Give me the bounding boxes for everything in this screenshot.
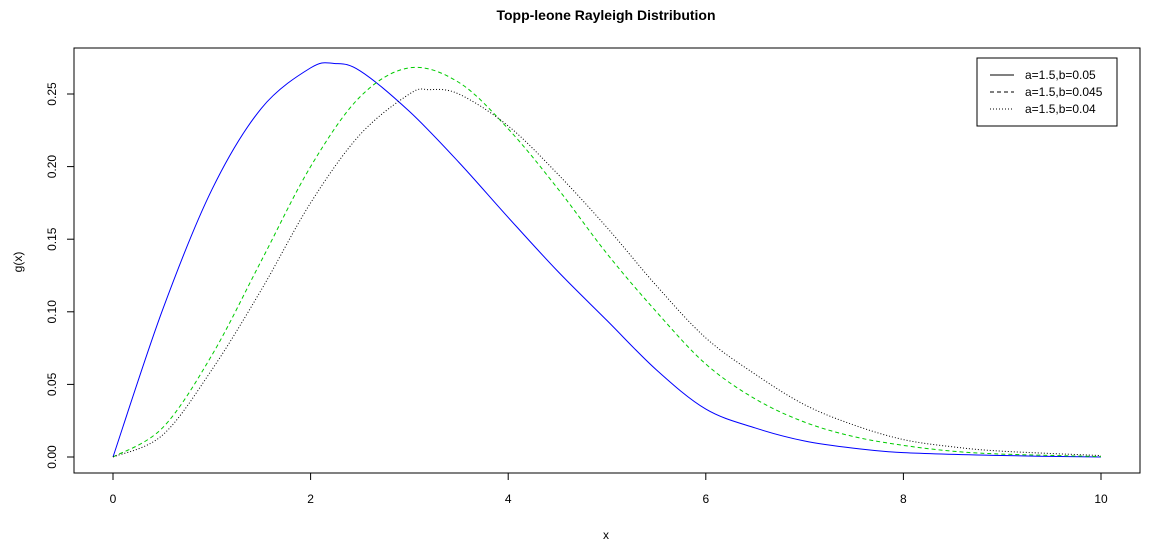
series-line-1 [112, 62, 1102, 458]
x-axis-label: x [603, 528, 609, 542]
chart-title: Topp-leone Rayleigh Distribution [496, 7, 715, 23]
y-tick-label: 0.05 [45, 372, 59, 396]
x-tick-label: 0 [110, 492, 117, 506]
y-axis-label: g(x) [11, 252, 25, 273]
legend-label-1: a=1.5,b=0.05 [1025, 68, 1096, 82]
y-tick-label: 0.10 [45, 300, 59, 324]
series-line-3 [112, 88, 1102, 458]
x-tick-label: 10 [1094, 492, 1108, 506]
x-tick-label: 6 [702, 492, 709, 506]
y-tick-label: 0.20 [45, 155, 59, 179]
y-tick-label: 0.00 [45, 445, 59, 469]
x-tick-label: 8 [900, 492, 907, 506]
x-tick-label: 2 [307, 492, 314, 506]
y-axis: 0.00 0.05 0.10 0.15 0.20 0.25 [45, 82, 75, 469]
series-group [112, 62, 1102, 458]
y-tick-label: 0.15 [45, 227, 59, 251]
series-line-2 [112, 66, 1102, 458]
legend: a=1.5,b=0.05 a=1.5,b=0.045 a=1.5,b=0.04 [976, 57, 1118, 127]
legend-label-3: a=1.5,b=0.04 [1025, 102, 1096, 116]
y-tick-label: 0.25 [45, 82, 59, 106]
x-tick-label: 4 [505, 492, 512, 506]
legend-label-2: a=1.5,b=0.045 [1025, 85, 1103, 99]
x-axis: 0 2 4 6 8 10 [110, 472, 1108, 506]
